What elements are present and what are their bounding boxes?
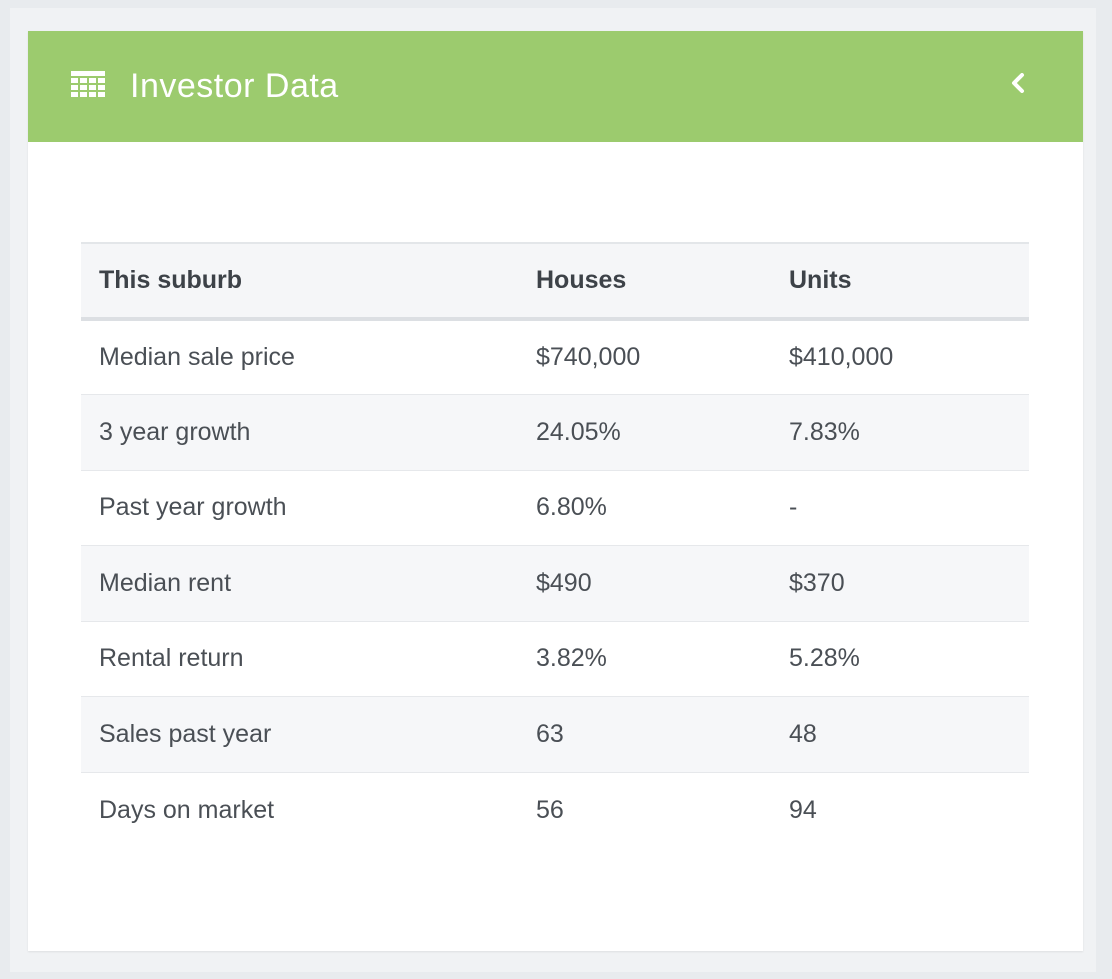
column-header-houses: Houses — [518, 243, 771, 321]
investor-data-table: This suburb Houses Units Median sale pri… — [81, 242, 1029, 848]
table-header-row: This suburb Houses Units — [81, 243, 1029, 321]
chevron-left-icon — [1011, 72, 1025, 98]
table-row: 3 year growth 24.05% 7.83% — [81, 394, 1029, 471]
investor-data-panel: Investor Data This suburb Houses Units — [28, 31, 1083, 951]
table-row: Rental return 3.82% 5.28% — [81, 621, 1029, 697]
row-label: Sales past year — [81, 696, 518, 773]
units-value: - — [771, 470, 1029, 546]
table-grid-icon — [71, 71, 105, 97]
table-row: Sales past year 63 48 — [81, 696, 1029, 773]
houses-value: 6.80% — [518, 470, 771, 546]
units-value: $410,000 — [771, 319, 1029, 395]
page-background: Investor Data This suburb Houses Units — [10, 8, 1096, 972]
units-value: 5.28% — [771, 621, 1029, 697]
column-header-suburb: This suburb — [81, 243, 518, 321]
table-row: Median rent $490 $370 — [81, 545, 1029, 622]
row-label: Median sale price — [81, 319, 518, 395]
houses-value: 3.82% — [518, 621, 771, 697]
units-value: 7.83% — [771, 394, 1029, 471]
houses-value: $490 — [518, 545, 771, 622]
row-label: Rental return — [81, 621, 518, 697]
units-value: 94 — [789, 795, 817, 824]
row-label: 3 year growth — [81, 394, 518, 471]
column-header-units: Units — [771, 243, 1029, 321]
table-row: Past year growth 6.80% - — [81, 470, 1029, 546]
units-value: 48 — [771, 696, 1029, 773]
row-label: Past year growth — [81, 470, 518, 546]
houses-value: $740,000 — [518, 319, 771, 395]
houses-value: 56 — [536, 795, 564, 824]
units-value: $370 — [771, 545, 1029, 622]
row-label: Median rent — [81, 545, 518, 622]
panel-title: Investor Data — [130, 67, 339, 105]
collapse-button[interactable] — [1003, 67, 1033, 103]
houses-value: 24.05% — [518, 394, 771, 471]
table-row: Days on market 56 94 — [81, 772, 1029, 848]
row-label: Days on market — [99, 795, 275, 824]
table-row: Median sale price $740,000 $410,000 — [81, 319, 1029, 395]
houses-value: 63 — [518, 696, 771, 773]
panel-header: Investor Data — [28, 31, 1083, 142]
